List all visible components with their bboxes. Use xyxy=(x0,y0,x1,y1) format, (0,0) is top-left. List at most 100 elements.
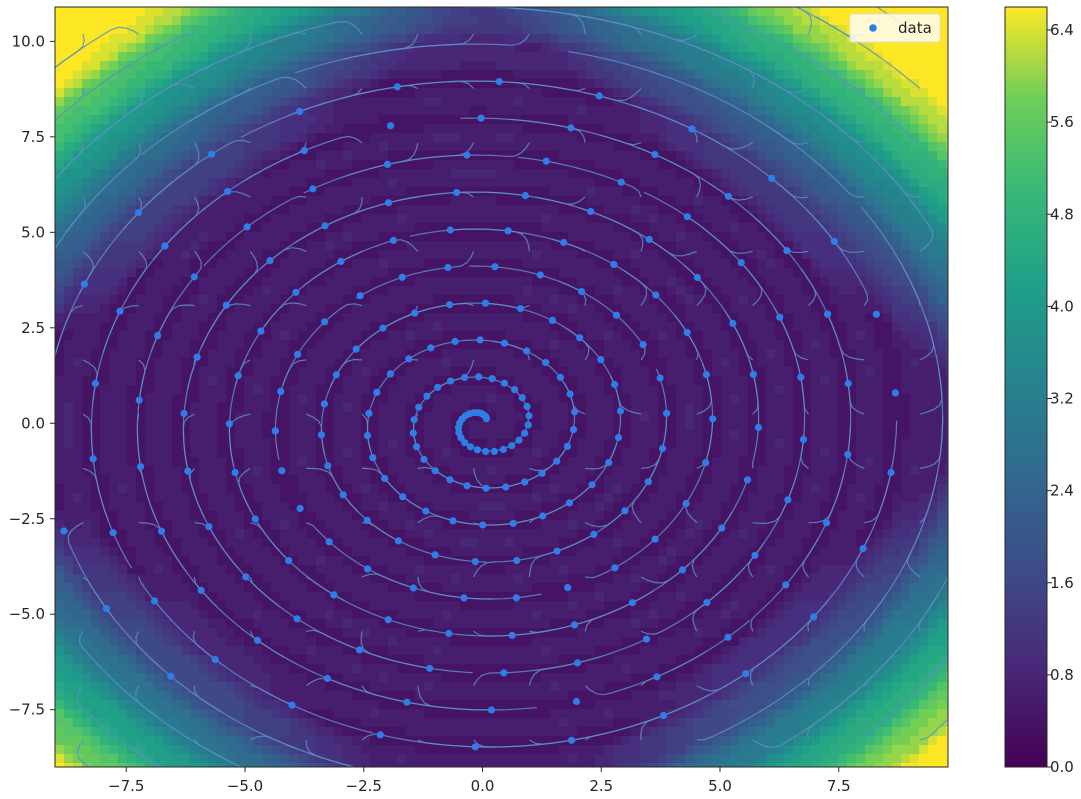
heatmap-cell xyxy=(64,556,74,566)
heatmap-cell xyxy=(388,403,398,413)
heatmap-cell xyxy=(334,610,344,620)
heatmap-cell xyxy=(55,511,65,521)
heatmap-cell xyxy=(181,529,191,539)
heatmap-cell xyxy=(343,394,353,404)
heatmap-cell xyxy=(163,367,173,377)
heatmap-cell xyxy=(127,313,137,323)
heatmap-cell xyxy=(496,52,506,62)
heatmap-cell xyxy=(442,349,452,359)
heatmap-cell xyxy=(523,439,533,449)
heatmap-cell xyxy=(280,169,290,179)
heatmap-cell xyxy=(514,124,524,134)
heatmap-cell xyxy=(82,43,92,53)
heatmap-cell xyxy=(100,493,110,503)
heatmap-cell xyxy=(577,592,587,602)
heatmap-cell xyxy=(325,286,335,296)
heatmap-cell xyxy=(460,718,470,728)
heatmap-cell xyxy=(253,142,263,152)
heatmap-cell xyxy=(514,367,524,377)
heatmap-cell xyxy=(199,718,209,728)
heatmap-cell xyxy=(100,259,110,269)
heatmap-cell xyxy=(73,637,83,647)
heatmap-cell xyxy=(298,718,308,728)
heatmap-cell xyxy=(208,295,218,305)
heatmap-cell xyxy=(109,259,119,269)
heatmap-cell xyxy=(523,709,533,719)
heatmap-cell xyxy=(433,295,443,305)
heatmap-cell xyxy=(361,439,371,449)
heatmap-cell xyxy=(514,223,524,233)
heatmap-cell xyxy=(559,358,569,368)
heatmap-cell xyxy=(235,106,245,116)
heatmap-cell xyxy=(82,745,92,755)
heatmap-cell xyxy=(505,376,515,386)
heatmap-cell xyxy=(109,583,119,593)
heatmap-cell xyxy=(307,574,317,584)
heatmap-cell xyxy=(433,709,443,719)
heatmap-cell xyxy=(550,412,560,422)
heatmap-cell xyxy=(352,493,362,503)
heatmap-cell xyxy=(505,160,515,170)
heatmap-cell xyxy=(226,484,236,494)
heatmap-cell xyxy=(118,700,128,710)
heatmap-cell xyxy=(451,430,461,440)
heatmap-cell xyxy=(82,682,92,692)
heatmap-cell xyxy=(442,268,452,278)
heatmap-cell xyxy=(415,484,425,494)
heatmap-cell xyxy=(406,223,416,233)
heatmap-cell xyxy=(100,736,110,746)
heatmap-cell xyxy=(541,610,551,620)
heatmap-cell xyxy=(487,367,497,377)
heatmap-cell xyxy=(289,232,299,242)
heatmap-cell xyxy=(199,664,209,674)
heatmap-cell xyxy=(397,16,407,26)
heatmap-cell xyxy=(469,475,479,485)
heatmap-cell xyxy=(370,25,380,35)
heatmap-cell xyxy=(568,709,578,719)
heatmap-cell xyxy=(289,574,299,584)
heatmap-cell xyxy=(532,340,542,350)
heatmap-cell xyxy=(523,277,533,287)
heatmap-cell xyxy=(154,187,164,197)
heatmap-cell xyxy=(361,637,371,647)
heatmap-cell xyxy=(550,403,560,413)
heatmap-cell xyxy=(262,295,272,305)
heatmap-cell xyxy=(343,367,353,377)
heatmap-cell xyxy=(379,511,389,521)
heatmap-cell xyxy=(271,241,281,251)
heatmap-cell xyxy=(262,61,272,71)
heatmap-cell xyxy=(154,142,164,152)
heatmap-cell xyxy=(136,682,146,692)
heatmap-cell xyxy=(370,214,380,224)
heatmap-cell xyxy=(253,421,263,431)
heatmap-cell xyxy=(451,673,461,683)
heatmap-cell xyxy=(100,610,110,620)
heatmap-cell xyxy=(190,592,200,602)
heatmap-cell xyxy=(424,34,434,44)
heatmap-cell xyxy=(199,583,209,593)
heatmap-cell xyxy=(388,529,398,539)
heatmap-cell xyxy=(253,349,263,359)
heatmap-cell xyxy=(82,691,92,701)
heatmap-cell xyxy=(163,574,173,584)
heatmap-cell xyxy=(55,151,65,161)
heatmap-cell xyxy=(280,628,290,638)
heatmap-cell xyxy=(532,574,542,584)
heatmap-cell xyxy=(109,664,119,674)
heatmap-cell xyxy=(91,520,101,530)
heatmap-cell xyxy=(82,79,92,89)
heatmap-cell xyxy=(352,196,362,206)
heatmap-cell xyxy=(406,709,416,719)
heatmap-cell xyxy=(289,178,299,188)
heatmap-cell xyxy=(244,322,254,332)
heatmap-cell xyxy=(532,232,542,242)
heatmap-cell xyxy=(217,88,227,98)
heatmap-cell xyxy=(172,160,182,170)
heatmap-cell xyxy=(307,556,317,566)
heatmap-cell xyxy=(226,511,236,521)
heatmap-cell xyxy=(64,637,74,647)
heatmap-cell xyxy=(325,709,335,719)
heatmap-cell xyxy=(307,367,317,377)
heatmap-cell xyxy=(100,367,110,377)
heatmap-cell xyxy=(343,610,353,620)
